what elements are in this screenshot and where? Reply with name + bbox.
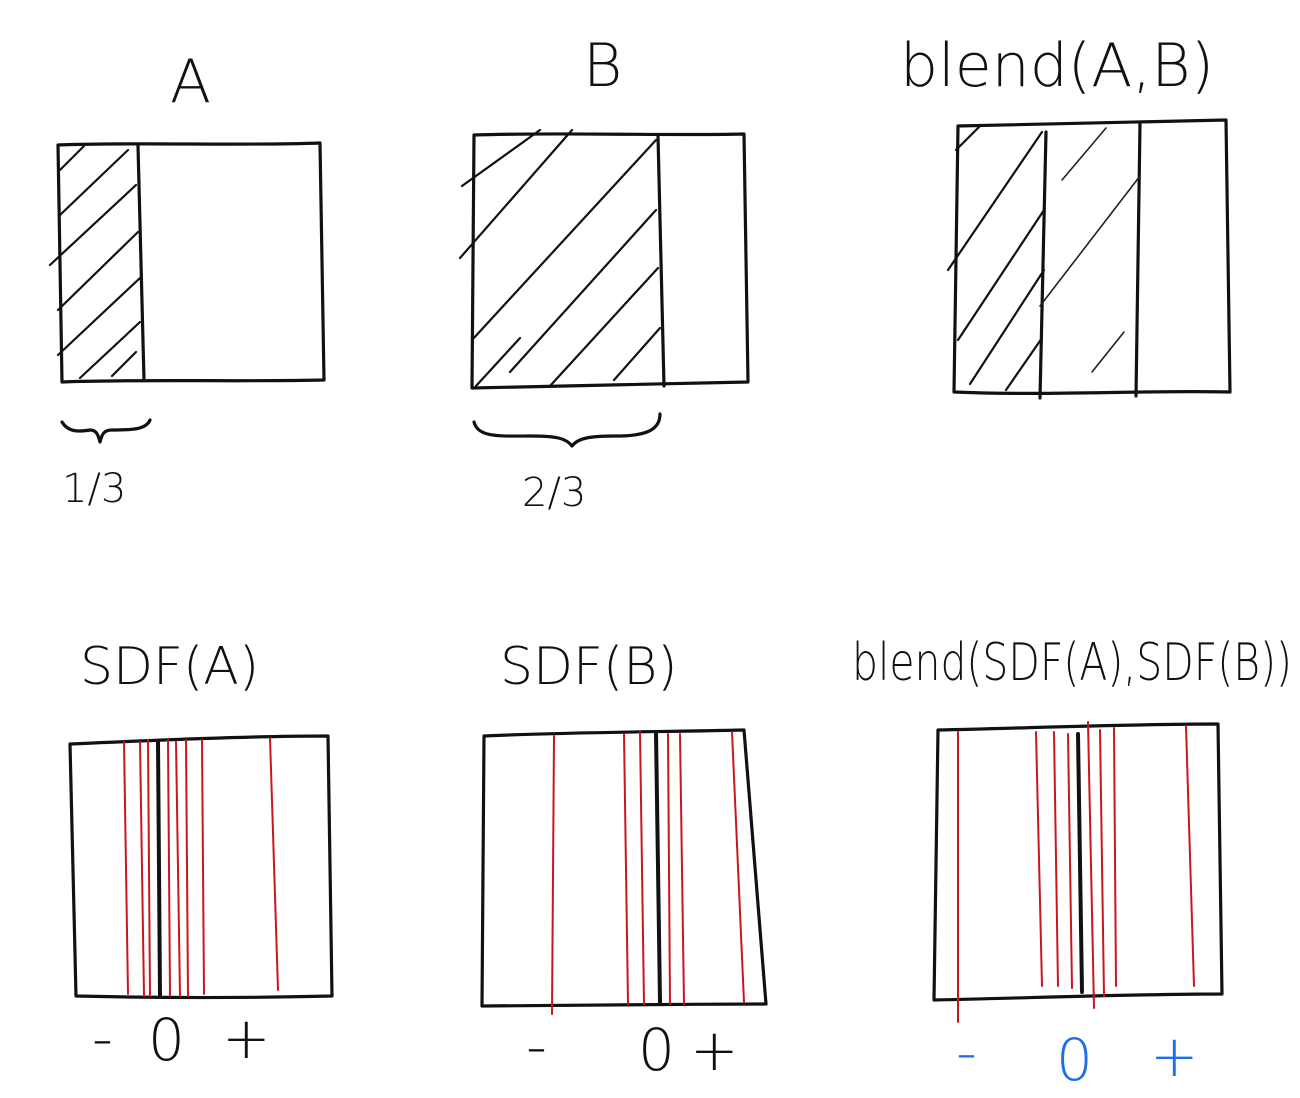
panel-sdf-b-plus: + xyxy=(690,1016,739,1084)
panel-blend-divider-2 xyxy=(1134,122,1142,398)
panel-a-hatching xyxy=(48,144,142,380)
panel-sdf-a-title: SDF(A) xyxy=(80,637,259,697)
panel-sdf-a-zero: 0 xyxy=(148,1006,185,1074)
panel-blend-box xyxy=(952,118,1232,395)
panel-blend-sdf-title: blend(SDF(A),SDF(B)) xyxy=(852,633,1292,693)
panel-a-box xyxy=(56,141,326,384)
panel-blend: blend(A,B) xyxy=(900,31,1232,400)
panel-blend-hatching-light xyxy=(1039,127,1141,373)
panel-blend-sdf-minus: - xyxy=(956,1018,977,1086)
panel-sdf-b-box xyxy=(480,728,768,1008)
panel-sdf-b-minus: - xyxy=(526,1012,547,1080)
panel-sdf-b-zero-line xyxy=(654,730,662,1004)
panel-sdf-a-plus: + xyxy=(222,1004,271,1072)
panel-sdf-a-minus: - xyxy=(92,1004,113,1072)
panel-blend-sdf-isolines xyxy=(957,721,1195,1023)
panel-blend-sdf-zero: 0 xyxy=(1056,1026,1093,1094)
panel-b: B 2/3 xyxy=(458,31,750,516)
panel-blend-sdf-zero-line xyxy=(1076,732,1084,994)
panel-blend-sdf: blend(SDF(A),SDF(B)) - 0 + xyxy=(852,633,1292,1094)
panel-blend-hatching-dense xyxy=(946,124,1046,392)
panel-sdf-a-isolines xyxy=(123,737,279,997)
panel-blend-divider-1 xyxy=(1038,130,1048,400)
panel-a-title: A xyxy=(170,47,211,117)
panel-b-divider xyxy=(656,134,666,388)
panel-b-hatching xyxy=(458,128,662,388)
panel-blend-title: blend(A,B) xyxy=(900,31,1214,101)
panel-sdf-b: SDF(B) - 0 + xyxy=(480,637,768,1084)
panel-b-box xyxy=(470,132,750,390)
panel-sdf-b-zero: 0 xyxy=(638,1016,675,1084)
panel-a-fraction: 1/3 xyxy=(62,466,126,512)
panel-b-brace xyxy=(472,412,662,448)
panel-sdf-a-box xyxy=(68,734,334,1000)
panel-sdf-a: SDF(A) - 0 + xyxy=(68,637,334,1074)
panel-blend-sdf-box xyxy=(932,722,1224,1002)
panel-blend-sdf-plus: + xyxy=(1150,1022,1199,1090)
panel-sdf-b-isolines xyxy=(551,731,745,1015)
panel-a-divider xyxy=(136,144,146,382)
panel-a: A 1/3 xyxy=(48,47,326,512)
panel-b-fraction: 2/3 xyxy=(522,470,586,516)
panel-a-brace xyxy=(60,418,152,444)
panel-b-title: B xyxy=(583,31,622,101)
panel-sdf-a-zero-line xyxy=(156,740,162,998)
panel-sdf-b-title: SDF(B) xyxy=(500,637,678,697)
